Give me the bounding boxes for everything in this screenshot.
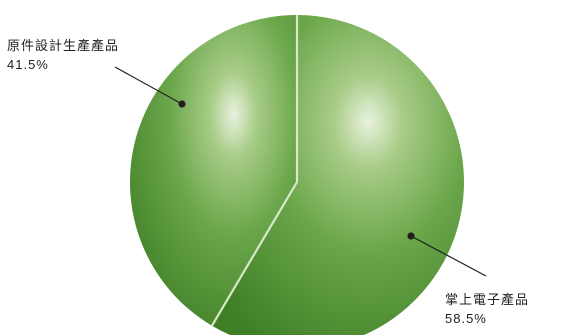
slice-separator (211, 181, 298, 327)
leader-line-handheld (410, 235, 487, 277)
slice-label-handheld: 掌上電子產品 58.5% (445, 292, 529, 328)
leader-dot-handheld (407, 232, 415, 240)
slice-label-oem: 原件設計生產產品 41.5% (7, 38, 119, 74)
slice-value-oem: 41.5% (7, 57, 49, 72)
leader-line-oem (114, 66, 183, 105)
slice-name-handheld: 掌上電子產品 (445, 293, 530, 308)
leader-dot-oem (178, 100, 186, 108)
slice-value-handheld: 58.5% (445, 311, 487, 326)
slice-oem (130, 15, 297, 326)
slice-name-oem: 原件設計生產產品 (7, 39, 120, 54)
slice-handheld (211, 15, 464, 335)
